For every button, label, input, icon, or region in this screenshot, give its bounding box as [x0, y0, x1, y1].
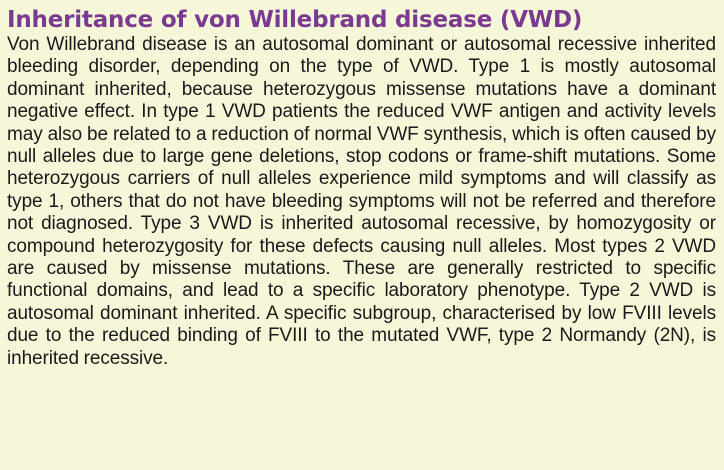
- section-heading: Inheritance of von Willebrand disease (V…: [7, 7, 583, 33]
- section-body-text: Von Willebrand disease is an autosomal d…: [7, 34, 716, 369]
